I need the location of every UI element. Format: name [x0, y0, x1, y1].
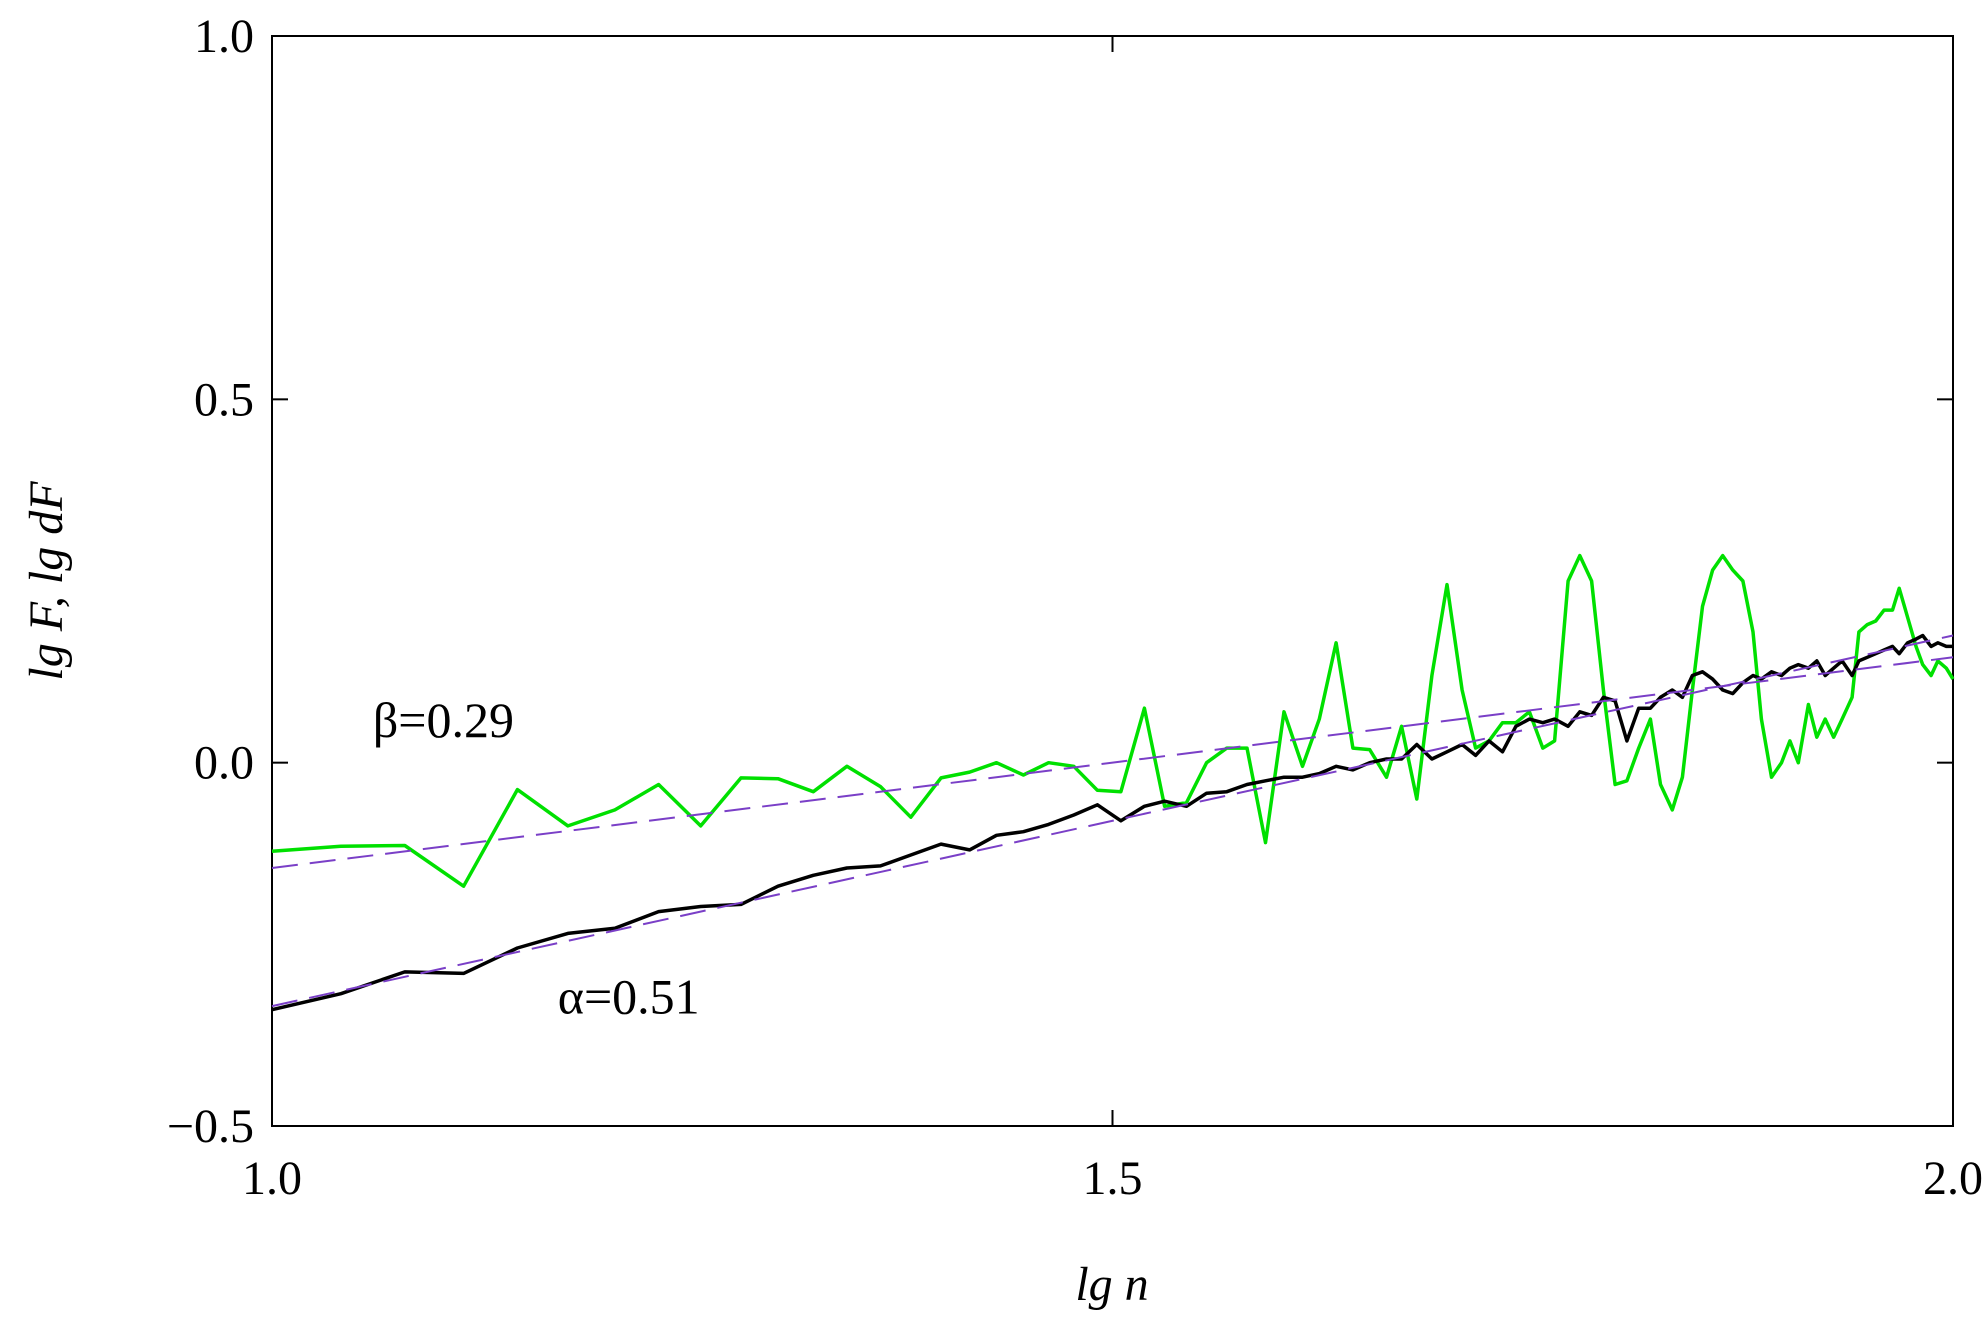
series-group [271, 553, 1955, 1012]
fit-line-3 [271, 634, 1954, 1008]
data-series-line-1 [271, 633, 1953, 1012]
fit-line-2 [271, 656, 1954, 869]
tick-labels: 1.0 1.5 2.0 −0.5 0.0 0.5 1.0 [167, 10, 1983, 1205]
plot-frame [271, 35, 1954, 1127]
x-tick-label: 2.0 [1923, 1152, 1983, 1205]
x-tick-label: 1.5 [1083, 1152, 1143, 1205]
plot-area [271, 35, 1955, 1127]
annotations: β=0.29 α=0.51 [373, 692, 700, 1024]
y-tick-label: 1.0 [194, 10, 254, 63]
x-tick-label: 1.0 [242, 1152, 302, 1205]
data-series-line-0 [271, 553, 1955, 888]
y-axis-title: lg F, lg dF [20, 481, 73, 681]
annotation-label: α=0.51 [558, 968, 700, 1024]
y-tick-label: −0.5 [167, 1100, 254, 1153]
y-tick-label: 0.0 [194, 737, 254, 790]
axis-ticks [271, 35, 1954, 1127]
annotation-label: β=0.29 [373, 692, 514, 748]
y-tick-label: 0.5 [194, 373, 254, 426]
x-axis-title: lg n [1075, 1258, 1148, 1311]
